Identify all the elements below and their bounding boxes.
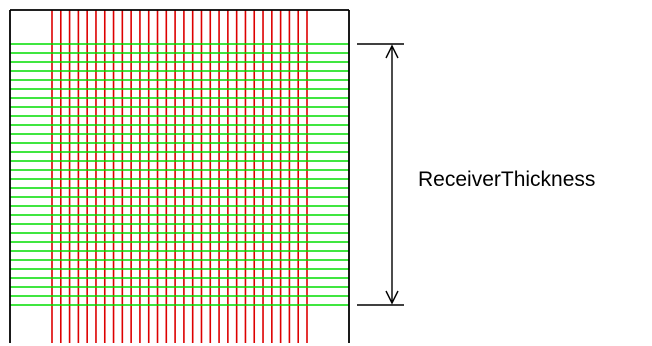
vertical-wire-grid — [51, 10, 308, 343]
horizontal-wire-grid — [10, 43, 349, 306]
dimension-arrowhead-top — [385, 44, 399, 59]
dimension-arrowhead-bottom — [385, 290, 399, 305]
receiver-thickness-label: ReceiverThickness — [418, 168, 595, 191]
